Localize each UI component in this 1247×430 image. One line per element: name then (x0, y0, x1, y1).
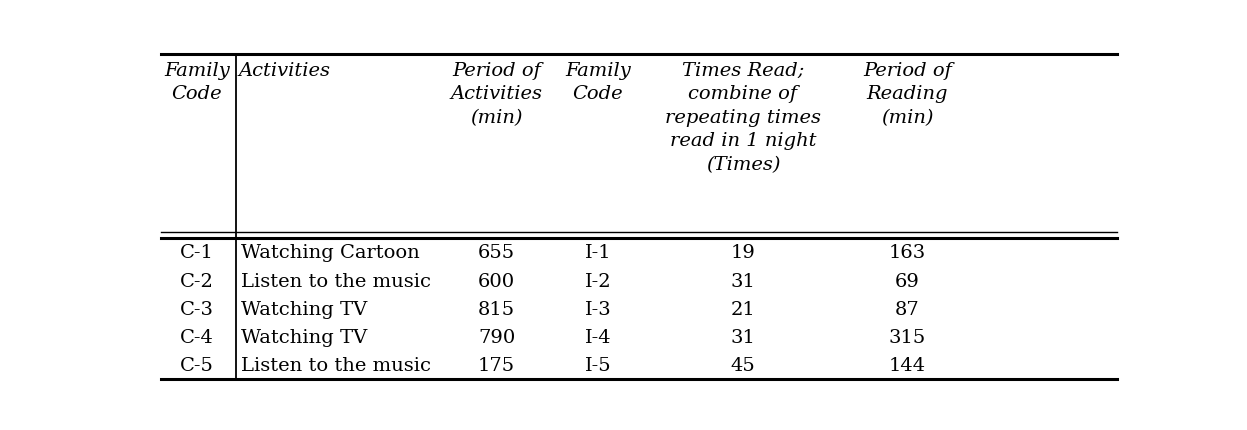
Text: C-5: C-5 (180, 356, 214, 374)
Text: Activities: Activities (238, 61, 330, 80)
Text: 815: 815 (478, 300, 515, 318)
Text: Listen to the music: Listen to the music (241, 272, 431, 290)
Text: I-1: I-1 (585, 244, 611, 262)
Text: I-4: I-4 (585, 328, 611, 346)
Text: 31: 31 (731, 272, 756, 290)
Text: 87: 87 (895, 300, 919, 318)
Text: 315: 315 (889, 328, 925, 346)
Text: 600: 600 (478, 272, 515, 290)
Text: 144: 144 (889, 356, 925, 374)
Text: 19: 19 (731, 244, 756, 262)
Text: I-3: I-3 (585, 300, 611, 318)
Text: C-2: C-2 (180, 272, 214, 290)
Text: 21: 21 (731, 300, 756, 318)
Text: C-3: C-3 (180, 300, 214, 318)
Text: 163: 163 (889, 244, 925, 262)
Text: 45: 45 (731, 356, 756, 374)
Text: Family
Code: Family Code (165, 61, 229, 103)
Text: 790: 790 (478, 328, 515, 346)
Text: Watching TV: Watching TV (241, 300, 367, 318)
Text: Listen to the music: Listen to the music (241, 356, 431, 374)
Text: Period of
Reading
(min): Period of Reading (min) (863, 61, 951, 126)
Text: Watching Cartoon: Watching Cartoon (241, 244, 420, 262)
Text: 69: 69 (895, 272, 920, 290)
Text: 31: 31 (731, 328, 756, 346)
Text: 655: 655 (478, 244, 515, 262)
Text: Family
Code: Family Code (565, 61, 631, 103)
Text: I-5: I-5 (585, 356, 611, 374)
Text: I-2: I-2 (585, 272, 611, 290)
Text: 175: 175 (478, 356, 515, 374)
Text: Period of
Activities
(min): Period of Activities (min) (450, 61, 542, 126)
Text: C-4: C-4 (180, 328, 214, 346)
Text: Times Read;
combine of
repeating times
read in 1 night
(Times): Times Read; combine of repeating times r… (665, 61, 821, 174)
Text: Watching TV: Watching TV (241, 328, 367, 346)
Text: C-1: C-1 (180, 244, 214, 262)
